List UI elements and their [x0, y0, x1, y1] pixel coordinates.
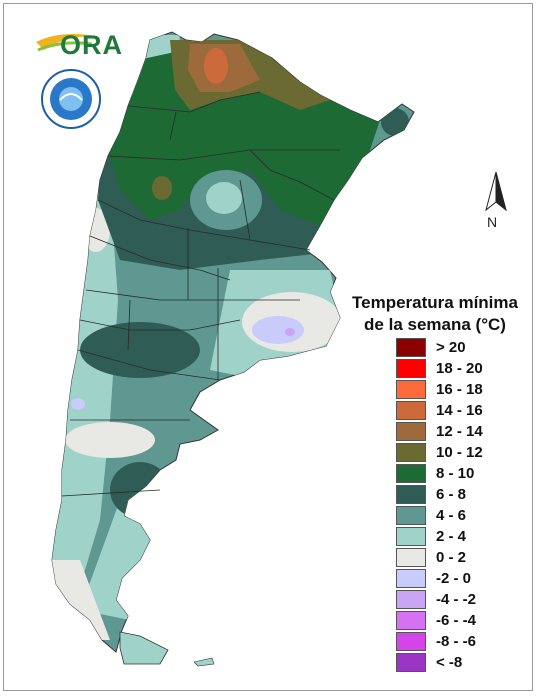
legend-label: -4 - -2: [436, 591, 477, 608]
legend-swatch: [396, 527, 426, 546]
province-boundaries: [61, 91, 340, 497]
legend-swatch: [396, 422, 426, 441]
legend-swatch: [396, 401, 426, 420]
zone-6-8-east: [381, 108, 409, 136]
zone-6-8-south: [110, 462, 170, 518]
smn-seal-icon: [41, 69, 101, 129]
ora-brand-text: ORA: [60, 30, 123, 60]
legend-swatch: [396, 611, 426, 630]
tierra-del-fuego: [119, 631, 169, 665]
legend-label: 18 - 20: [436, 360, 483, 377]
legend-swatch: [396, 443, 426, 462]
legend-swatch: [396, 485, 426, 504]
legend-swatch: [396, 653, 426, 672]
north-arrow-icon: [485, 171, 507, 212]
legend-label: 8 - 10: [436, 465, 475, 482]
zone-0-2-center: [65, 422, 155, 458]
legend-title: Temperatura mínima de la semana (°C): [340, 292, 530, 336]
legend-swatch: [396, 359, 426, 378]
legend-label: 12 - 14: [436, 423, 483, 440]
legend-label: 16 - 18: [436, 381, 483, 398]
legend-label: < -8: [436, 654, 463, 671]
zone-2-4-spot: [206, 182, 242, 214]
legend-swatch: [396, 464, 426, 483]
legend-label: -8 - -6: [436, 633, 477, 650]
legend-label: 2 - 4: [436, 528, 467, 545]
legend-label: 4 - 6: [436, 507, 467, 524]
legend-label: 6 - 8: [436, 486, 467, 503]
zone-minus2-0-west: [71, 398, 85, 410]
legend-title-line1: Temperatura mínima: [352, 293, 518, 312]
legend-label: 10 - 12: [436, 444, 483, 461]
legend-swatch: [396, 548, 426, 567]
zone-14-16-north: [204, 48, 228, 84]
legend-swatch: [396, 338, 426, 357]
legend-title-line2: de la semana (°C): [364, 315, 506, 334]
ora-logo-icon: [36, 34, 96, 52]
legend-label: 14 - 16: [436, 402, 483, 419]
legend-swatch: [396, 380, 426, 399]
legend-label: -2 - 0: [436, 570, 472, 587]
legend-swatch: [396, 590, 426, 609]
zone-10-12-west: [152, 176, 172, 200]
legend-swatch: [396, 506, 426, 525]
zone-minus2-0-coast: [252, 316, 304, 344]
legend-swatch: [396, 569, 426, 588]
zone-6-8-center: [80, 322, 200, 378]
legend-swatch: [396, 632, 426, 651]
islet-east: [193, 657, 215, 667]
legend-label: 0 - 2: [436, 549, 467, 566]
north-arrow-label: N: [487, 214, 498, 230]
zone-minus4-minus2: [285, 328, 295, 336]
legend-label: -6 - -4: [436, 612, 477, 629]
legend-label: > 20: [436, 339, 466, 356]
